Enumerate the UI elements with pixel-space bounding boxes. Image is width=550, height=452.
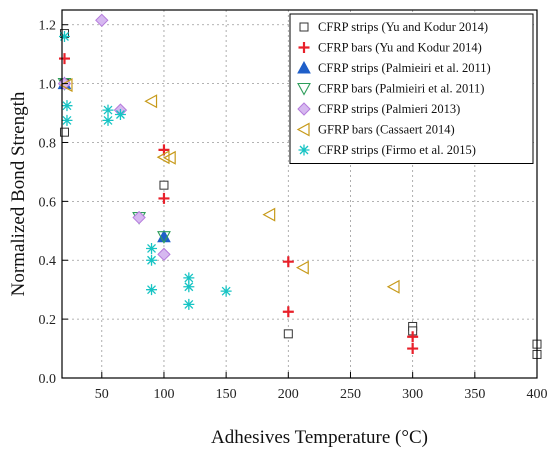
legend: CFRP strips (Yu and Kodur 2014) CFRP bars… [289, 13, 534, 164]
data-point [61, 100, 73, 112]
data-point [61, 114, 73, 126]
y-tick-label: 0.0 [39, 372, 57, 387]
series-4 [57, 13, 171, 262]
data-point [282, 306, 294, 318]
data-point [282, 256, 294, 268]
legend-item: GFRP bars (Cassaert 2014) [296, 122, 455, 137]
x-tick-label: 50 [95, 387, 109, 402]
series-6 [58, 30, 232, 310]
data-point [220, 285, 232, 297]
data-point [183, 281, 195, 293]
x-axis-ticks: 50 100 150 200 250 300 350 400 [95, 372, 548, 402]
series-2 [57, 76, 171, 243]
data-point [407, 331, 419, 343]
legend-box [289, 13, 534, 164]
x-tick-label: 100 [153, 387, 174, 402]
data-point [407, 343, 419, 355]
data-point [297, 60, 311, 74]
data-point [132, 210, 146, 225]
y-tick-label: 0.4 [39, 254, 57, 269]
data-point [102, 104, 114, 116]
data-point [298, 42, 310, 53]
y-axis-ticks: 0.0 0.2 0.4 0.6 0.8 1.0 1.2 [39, 19, 68, 387]
data-point [102, 114, 114, 126]
data-point [157, 231, 171, 244]
legend-label: GFRP bars (Cassaert 2014) [318, 123, 455, 137]
data-point [157, 247, 171, 262]
x-axis-title: Adhesives Temperature (°C) [211, 427, 428, 448]
data-point [58, 53, 70, 65]
data-point [157, 229, 171, 243]
data-point [156, 150, 170, 165]
data-point [58, 30, 70, 42]
y-tick-label: 1.2 [39, 19, 57, 34]
data-point [114, 109, 126, 121]
series-3 [57, 78, 171, 244]
legend-label: CFRP strips (Firmo et al. 2015) [318, 143, 476, 157]
plot-frame [61, 9, 538, 379]
legend-label: CFRP strips (Palmieri 2013) [318, 102, 460, 116]
y-tick-label: 0.2 [39, 313, 57, 328]
legend-label: CFRP strips (Yu and Kodur 2014) [318, 20, 488, 34]
x-tick-label: 150 [216, 387, 237, 402]
x-tick-label: 350 [464, 387, 485, 402]
data-point [183, 298, 195, 310]
legend-item: CFRP strips (Palmieri 2013) [297, 102, 460, 116]
data-point [183, 272, 195, 284]
legend-label: CFRP bars (Yu and Kodur 2014) [318, 41, 482, 55]
y-tick-label: 0.6 [39, 195, 57, 210]
data-point [297, 82, 311, 96]
data-point [296, 122, 310, 137]
data-point [162, 150, 176, 165]
x-tick-label: 400 [527, 387, 548, 402]
data-point [386, 279, 400, 294]
y-axis-title: Normalized Bond Strength [8, 91, 29, 296]
data-point [144, 94, 158, 109]
legend-label: CFRP strips (Palmieiri et al. 2011) [318, 61, 491, 75]
data-point [262, 207, 276, 222]
data-point [158, 192, 170, 204]
y-tick-label: 1.0 [39, 78, 57, 93]
data-point [146, 242, 158, 254]
data-point [295, 260, 309, 275]
legend-item: CFRP strips (Palmieiri et al. 2011) [297, 60, 491, 75]
legend-item: CFRP strips (Firmo et al. 2015) [298, 143, 476, 157]
legend-item: CFRP bars (Palmieiri et al. 2011) [297, 82, 484, 96]
data-point [283, 329, 293, 339]
data-point [298, 144, 310, 156]
data-point [146, 254, 158, 266]
data-point [299, 22, 309, 32]
series-5 [59, 78, 400, 294]
x-tick-label: 200 [278, 387, 299, 402]
data-point [59, 78, 73, 93]
legend-label: CFRP bars (Palmieiri et al. 2011) [318, 82, 484, 96]
data-point [95, 13, 109, 28]
legend-item: CFRP strips (Yu and Kodur 2014) [299, 20, 488, 34]
x-tick-label: 300 [402, 387, 423, 402]
legend-item: CFRP bars (Yu and Kodur 2014) [298, 41, 482, 55]
data-point [159, 180, 169, 190]
data-point [146, 284, 158, 296]
data-point [59, 127, 69, 137]
y-tick-label: 0.8 [39, 136, 57, 151]
data-point [297, 102, 311, 116]
x-tick-label: 250 [340, 387, 361, 402]
